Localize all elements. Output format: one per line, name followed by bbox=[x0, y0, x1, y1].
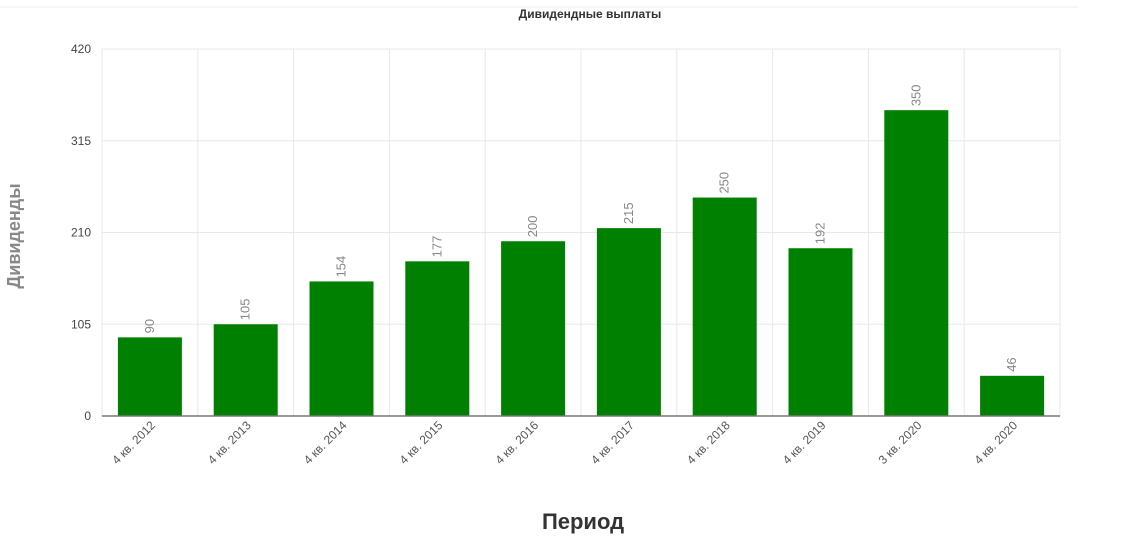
bar bbox=[117, 337, 182, 416]
bar bbox=[596, 228, 661, 416]
bar bbox=[309, 281, 374, 416]
x-tick-label: 4 кв. 2015 bbox=[397, 418, 446, 467]
x-tick-label: 4 кв. 2019 bbox=[780, 418, 829, 467]
y-tick-label: 105 bbox=[71, 317, 91, 331]
data-label: 90 bbox=[142, 319, 157, 333]
data-labels: 90 105 154 177 200 215 250 192 350 46 bbox=[142, 84, 1019, 371]
grid-lines bbox=[101, 48, 1061, 416]
y-axis-ticks: 0 105 210 315 420 bbox=[71, 42, 91, 423]
y-tick-label: 0 bbox=[84, 409, 91, 423]
y-axis-label: Дивиденды bbox=[4, 183, 24, 288]
y-tick-label: 420 bbox=[71, 42, 91, 56]
bars bbox=[117, 110, 1045, 417]
data-label: 154 bbox=[334, 256, 349, 278]
chart-title: Дивидендные выплаты bbox=[519, 7, 662, 21]
bar bbox=[692, 197, 757, 416]
data-label: 177 bbox=[429, 236, 444, 258]
x-axis-label: Период bbox=[542, 509, 624, 534]
x-tick-label: 4 кв. 2012 bbox=[109, 418, 158, 467]
data-label: 192 bbox=[813, 223, 828, 245]
bar bbox=[980, 375, 1045, 416]
data-label: 350 bbox=[908, 84, 923, 106]
bar bbox=[405, 261, 470, 416]
bar bbox=[501, 241, 566, 416]
data-label: 105 bbox=[238, 299, 253, 321]
bar bbox=[213, 324, 278, 416]
x-tick-label: 4 кв. 2017 bbox=[588, 418, 637, 467]
y-tick-label: 210 bbox=[71, 226, 91, 240]
data-label: 250 bbox=[717, 172, 732, 194]
x-tick-label: 4 кв. 2013 bbox=[205, 418, 254, 467]
bar bbox=[884, 110, 949, 417]
data-label: 215 bbox=[621, 202, 636, 224]
x-tick-label: 4 кв. 2014 bbox=[301, 418, 350, 467]
y-tick-label: 315 bbox=[71, 134, 91, 148]
data-label: 46 bbox=[1004, 357, 1019, 371]
x-tick-label: 4 кв. 2016 bbox=[492, 418, 541, 467]
x-tick-label: 4 кв. 2018 bbox=[684, 418, 733, 467]
bar bbox=[788, 248, 853, 416]
x-tick-label: 3 кв. 2020 bbox=[876, 418, 925, 467]
data-label: 200 bbox=[525, 216, 540, 238]
x-tick-label: 4 кв. 2020 bbox=[971, 418, 1020, 467]
x-axis-ticks: 4 кв. 2012 4 кв. 2013 4 кв. 2014 4 кв. 2015… bbox=[109, 418, 1020, 467]
